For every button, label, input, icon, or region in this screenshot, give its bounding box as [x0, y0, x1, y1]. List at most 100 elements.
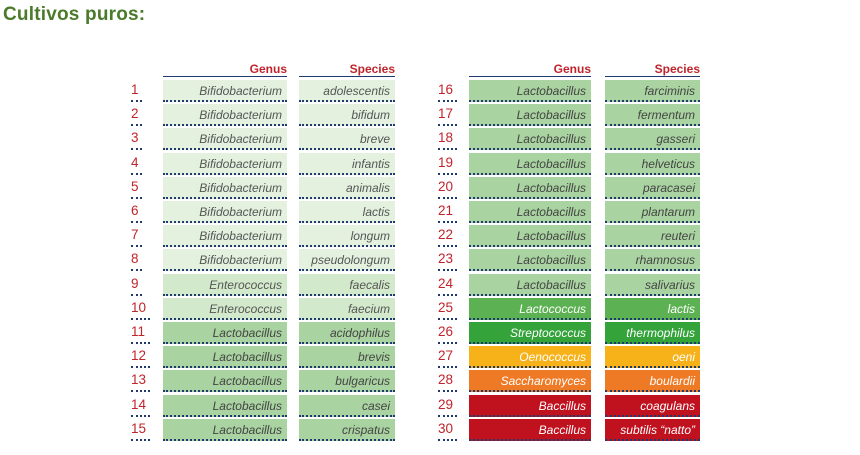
- row-number-underline: [131, 269, 142, 271]
- row-number-underline: [438, 366, 457, 368]
- genus-cell: Enterococcus: [163, 274, 287, 296]
- row-number: 21: [438, 203, 454, 218]
- row-number-underline: [438, 124, 457, 126]
- species-cell: infantis: [299, 153, 395, 175]
- species-cell: acidophilus: [299, 322, 395, 344]
- genus-cell: Lactobacillus: [469, 153, 591, 175]
- row-number-underline: [131, 245, 142, 247]
- species-cell: coagulans: [605, 395, 700, 417]
- row-number: 13: [131, 372, 147, 387]
- row-number: 8: [131, 251, 139, 266]
- row-number: 24: [438, 276, 454, 291]
- species-cell: thermophilus: [605, 322, 700, 344]
- row-number-underline: [438, 148, 457, 150]
- row-number-underline: [438, 100, 457, 102]
- genus-cell: Baccillus: [469, 395, 591, 417]
- genus-cell: Lactobacillus: [469, 274, 591, 296]
- genus-cell: Bifidobacterium: [163, 80, 287, 102]
- species-cell: subtilis “natto”: [605, 419, 700, 441]
- row-number-underline: [131, 173, 142, 175]
- genus-header-right: Genus: [553, 62, 591, 76]
- species-cell: brevis: [299, 346, 395, 368]
- species-cell: crispatus: [299, 419, 395, 441]
- row-number-underline: [131, 124, 142, 126]
- row-number: 17: [438, 106, 454, 121]
- row-number-underline: [131, 197, 142, 199]
- row-number: 23: [438, 251, 454, 266]
- header-rule: [469, 76, 591, 77]
- species-cell: helveticus: [605, 153, 700, 175]
- row-number: 27: [438, 348, 454, 363]
- genus-cell: Enterococcus: [163, 298, 287, 320]
- row-number: 9: [131, 276, 139, 291]
- row-number: 11: [131, 324, 146, 339]
- genus-cell: Saccharomyces: [469, 370, 591, 392]
- species-cell: salivarius: [605, 274, 700, 296]
- header-rule: [163, 76, 287, 77]
- row-number-underline: [131, 390, 150, 392]
- row-number: 28: [438, 372, 454, 387]
- genus-cell: Lactobacillus: [163, 370, 287, 392]
- row-number-underline: [131, 294, 142, 296]
- header-rule: [299, 76, 395, 77]
- species-cell: longum: [299, 225, 395, 247]
- species-cell: casei: [299, 395, 395, 417]
- row-number: 20: [438, 179, 454, 194]
- species-cell: lactis: [299, 201, 395, 223]
- row-number: 18: [438, 130, 454, 145]
- header-rule: [605, 76, 700, 77]
- genus-cell: Lactobacillus: [163, 346, 287, 368]
- row-number-underline: [438, 294, 457, 296]
- row-number: 14: [131, 397, 147, 412]
- genus-cell: Bifidobacterium: [163, 128, 287, 150]
- row-number: 16: [438, 82, 454, 97]
- species-cell: animalis: [299, 177, 395, 199]
- species-cell: fermentum: [605, 104, 700, 126]
- genus-cell: Lactobacillus: [163, 322, 287, 344]
- row-number-underline: [438, 342, 457, 344]
- genus-cell: Lactobacillus: [163, 395, 287, 417]
- species-cell: faecium: [299, 298, 395, 320]
- row-number-underline: [131, 318, 150, 320]
- genus-cell: Lactobacillus: [469, 201, 591, 223]
- row-number-underline: [131, 100, 142, 102]
- row-number-underline: [438, 318, 457, 320]
- row-number: 22: [438, 227, 454, 242]
- species-cell: adolescentis: [299, 80, 395, 102]
- row-number-underline: [438, 269, 457, 271]
- species-cell: boulardii: [605, 370, 700, 392]
- species-cell: gasseri: [605, 128, 700, 150]
- page-title: Cultivos puros:: [3, 4, 146, 25]
- species-cell: reuteri: [605, 225, 700, 247]
- row-number-underline: [438, 173, 457, 175]
- species-cell: faecalis: [299, 274, 395, 296]
- genus-cell: Bifidobacterium: [163, 104, 287, 126]
- row-number: 4: [131, 155, 139, 170]
- row-number: 19: [438, 155, 454, 170]
- genus-cell: Bifidobacterium: [163, 225, 287, 247]
- row-number-underline: [438, 439, 457, 441]
- row-number-underline: [131, 366, 150, 368]
- row-number-underline: [438, 245, 457, 247]
- row-number-underline: [438, 197, 457, 199]
- species-cell: breve: [299, 128, 395, 150]
- row-number-underline: [438, 415, 457, 417]
- row-number-underline: [438, 221, 457, 223]
- species-cell: paracasei: [605, 177, 700, 199]
- species-cell: lactis: [605, 298, 700, 320]
- genus-cell: Bifidobacterium: [163, 177, 287, 199]
- genus-cell: Streptococcus: [469, 322, 591, 344]
- row-number: 15: [131, 421, 147, 436]
- genus-cell: Lactobacillus: [469, 128, 591, 150]
- species-cell: rhamnosus: [605, 249, 700, 271]
- species-cell: pseudolongum: [299, 249, 395, 271]
- species-cell: oeni: [605, 346, 700, 368]
- row-number: 7: [131, 227, 139, 242]
- genus-header-left: Genus: [249, 62, 287, 76]
- genus-cell: Lactococcus: [469, 298, 591, 320]
- species-header-right: Species: [654, 62, 700, 76]
- row-number: 1: [131, 82, 139, 97]
- species-cell: farciminis: [605, 80, 700, 102]
- row-number-underline: [131, 415, 150, 417]
- row-number: 26: [438, 324, 454, 339]
